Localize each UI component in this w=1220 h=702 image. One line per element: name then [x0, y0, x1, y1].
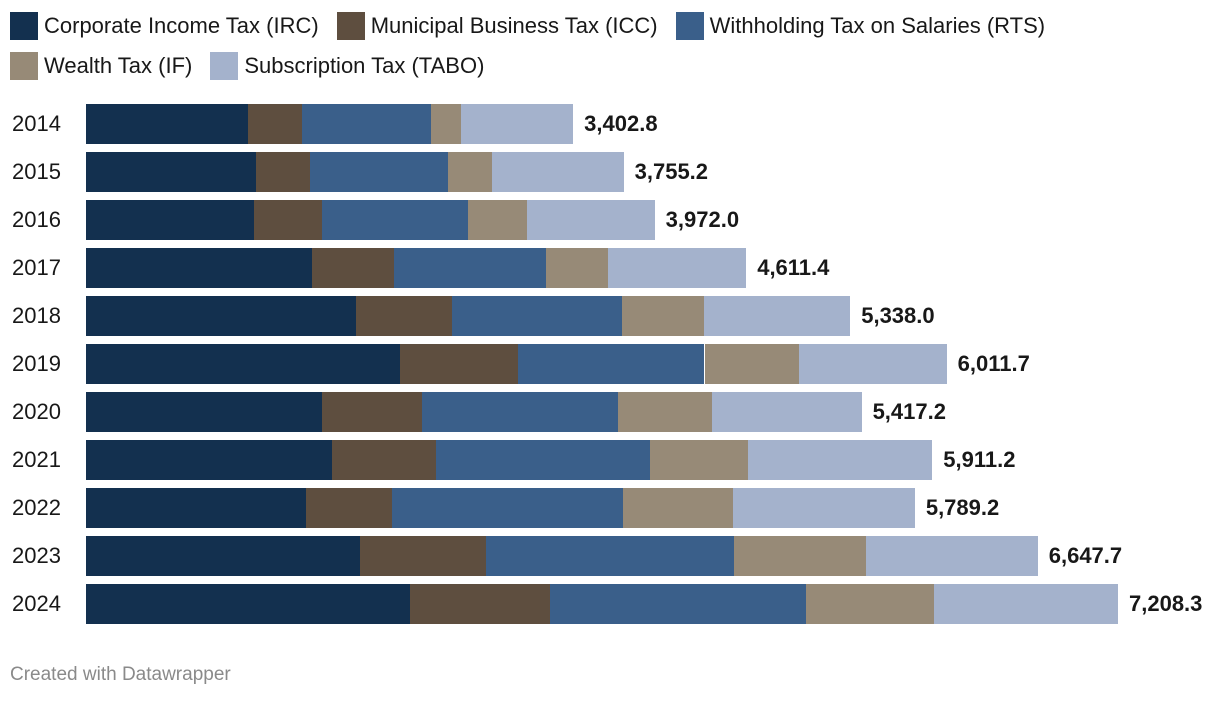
bar-segment: [301, 104, 432, 144]
category-label: 2024: [12, 591, 61, 616]
legend-item: Wealth Tax (IF): [10, 50, 192, 82]
legend-item: Withholding Tax on Salaries (RTS): [675, 10, 1046, 42]
footer-credit: Created with Datawrapper: [10, 664, 231, 685]
bar-segment: [447, 152, 492, 192]
total-label: 5,911.2: [943, 447, 1016, 472]
total-label: 3,755.2: [634, 159, 709, 184]
category-label: 2017: [12, 255, 61, 280]
bar-segment: [322, 200, 469, 240]
bar-segment: [359, 536, 486, 576]
bar-segment: [86, 584, 410, 624]
bar-segment: [86, 104, 248, 144]
bar-segment: [934, 584, 1118, 624]
bar-segment: [546, 248, 609, 288]
bar-segment: [86, 440, 333, 480]
legend-label: Municipal Business Tax (ICC): [370, 13, 658, 38]
total-label: 4,611.4: [757, 255, 830, 280]
legend-item: Subscription Tax (TABO): [210, 50, 484, 82]
bar-segment: [431, 104, 462, 144]
bar-segment: [86, 152, 256, 192]
total-label: 6,011.7: [957, 351, 1030, 376]
bar-segment: [798, 344, 947, 384]
total-label: 5,789.2: [925, 495, 1000, 520]
bar-segment: [312, 248, 395, 288]
bar-segment: [806, 584, 935, 624]
legend-swatch: [336, 12, 365, 40]
category-label: 2023: [12, 543, 61, 568]
bar-segment: [711, 392, 862, 432]
category-label: 2022: [12, 495, 61, 520]
bar-segment: [392, 488, 623, 528]
bar-segment: [622, 488, 733, 528]
legend-label: Wealth Tax (IF): [44, 53, 193, 78]
bar-segment: [86, 248, 313, 288]
category-label: 2016: [12, 207, 61, 232]
bar-segment: [622, 296, 705, 336]
bar-segment: [309, 152, 448, 192]
bar-segment: [86, 200, 255, 240]
bar-segment: [732, 488, 915, 528]
bar-segment: [617, 392, 712, 432]
bar-segment: [86, 536, 360, 576]
category-label: 2018: [12, 303, 61, 328]
bar-segment: [452, 296, 623, 336]
bar-segment: [394, 248, 547, 288]
legend-label: Subscription Tax (TABO): [244, 53, 485, 78]
category-label: 2015: [12, 159, 61, 184]
bar-segment: [461, 104, 574, 144]
bar-segment: [526, 200, 655, 240]
total-label: 5,338.0: [861, 303, 935, 328]
total-label: 5,417.2: [872, 399, 946, 424]
legend-label: Withholding Tax on Salaries (RTS): [709, 13, 1046, 38]
legend-swatch: [210, 52, 239, 80]
category-label: 2019: [12, 351, 61, 376]
bar-segment: [650, 440, 749, 480]
bar-segment: [491, 152, 624, 192]
bar-segment: [321, 392, 422, 432]
bar-segment: [306, 488, 393, 528]
bar-segment: [421, 392, 618, 432]
bar-segment: [468, 200, 527, 240]
bar-segment: [436, 440, 651, 480]
total-label: 7,208.3: [1129, 591, 1203, 616]
bar-segment: [550, 584, 806, 624]
bar-segment: [86, 344, 401, 384]
category-label: 2020: [12, 399, 61, 424]
legend-swatch: [10, 12, 38, 40]
legend-swatch: [10, 52, 38, 80]
bar-segment: [356, 296, 453, 336]
bar-segment: [332, 440, 437, 480]
bar-segment: [608, 248, 747, 288]
total-label: 6,647.7: [1048, 543, 1123, 568]
legend-label: Corporate Income Tax (IRC): [44, 13, 319, 38]
legend-item: Corporate Income Tax (IRC): [10, 10, 319, 42]
bar-segment: [704, 344, 799, 384]
bar-segment: [86, 296, 357, 336]
bar-segment: [86, 392, 322, 432]
bar-segment: [518, 344, 705, 384]
category-label: 2014: [12, 111, 61, 136]
bar-segment: [485, 536, 734, 576]
legend-item: Municipal Business Tax (ICC): [336, 10, 658, 42]
legend: Corporate Income Tax (IRC) Municipal Busi…: [10, 10, 1210, 82]
total-label: 3,402.8: [584, 111, 658, 136]
bar-segment: [247, 104, 302, 144]
bar-segment: [400, 344, 519, 384]
bar-segment: [410, 584, 550, 624]
category-label: 2021: [12, 447, 61, 472]
bar-segment: [86, 488, 307, 528]
bar-segment: [865, 536, 1038, 576]
total-label: 3,972.0: [665, 207, 740, 232]
bar-segment: [255, 152, 310, 192]
legend-swatch: [675, 12, 704, 40]
bar-segment: [704, 296, 851, 336]
bar-segment: [748, 440, 933, 480]
bar-segment: [254, 200, 323, 240]
bar-segment: [733, 536, 866, 576]
